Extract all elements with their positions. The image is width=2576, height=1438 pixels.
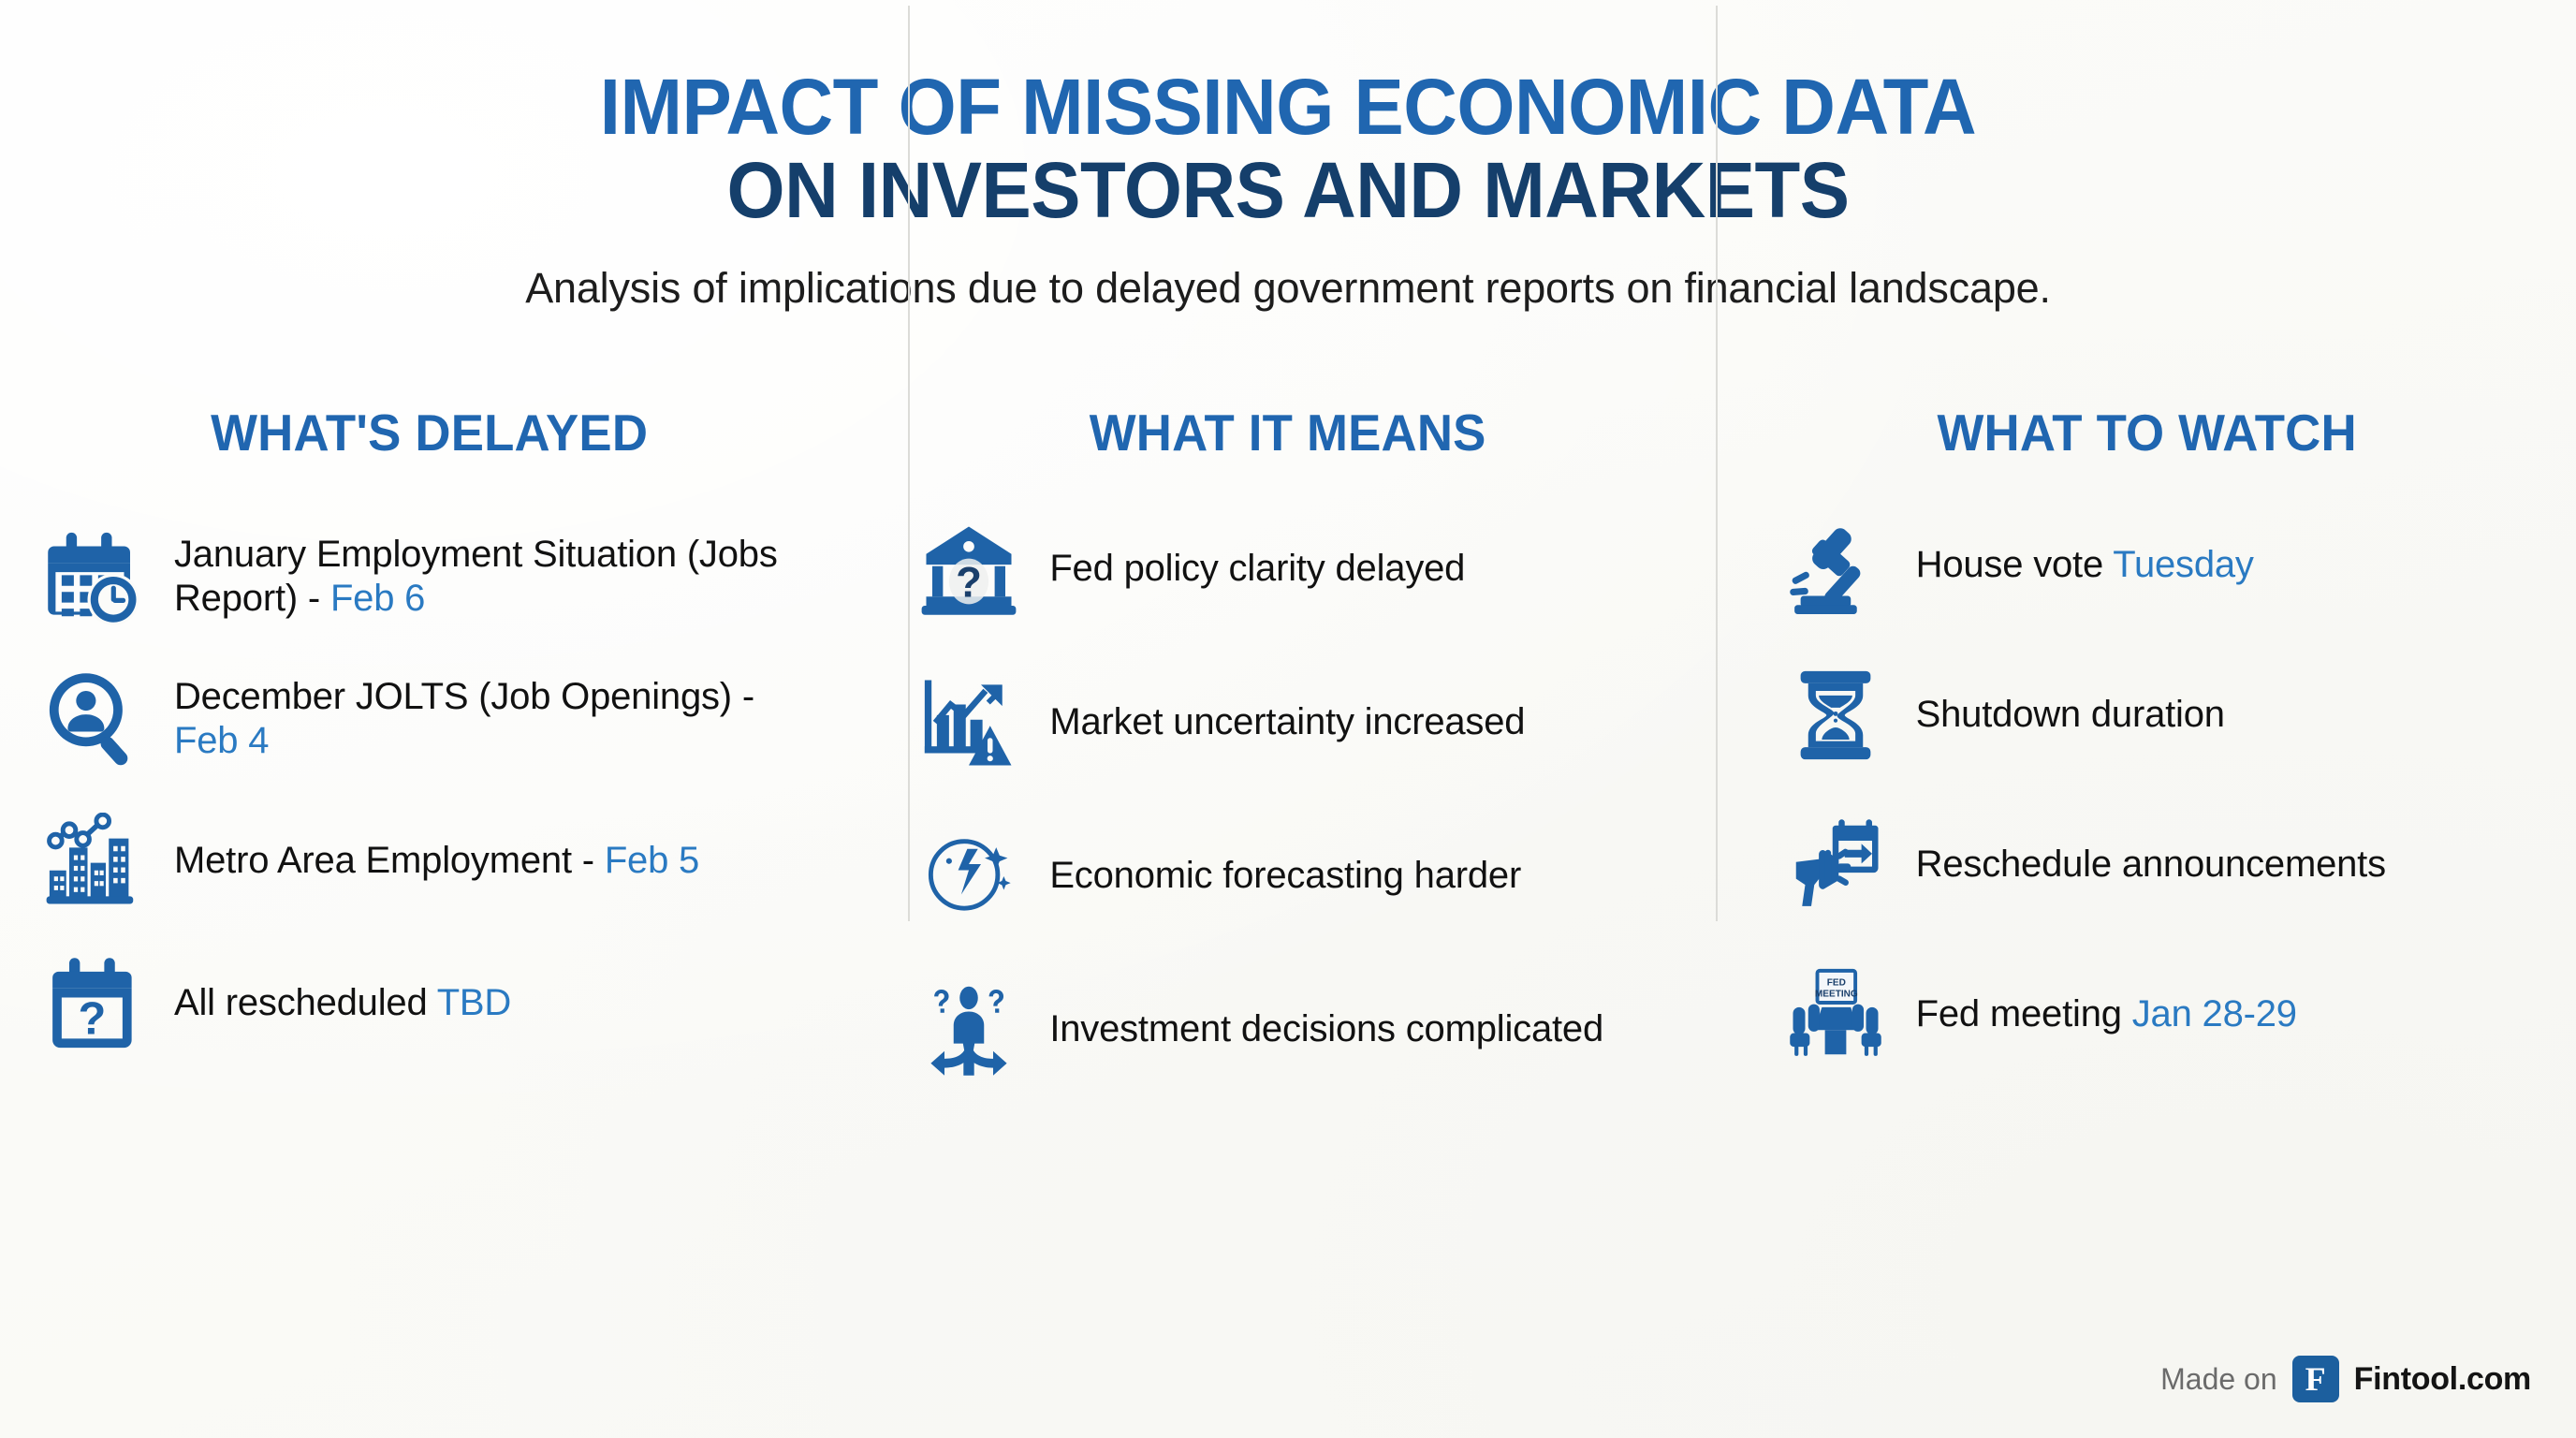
list-item-text: House vote	[1915, 544, 2114, 586]
list-item[interactable]: December JOLTS (Job Openings) - Feb 4	[45, 670, 813, 768]
made-on-label: Made on	[2160, 1361, 2277, 1396]
list-item-label: Investment decisions complicated	[1049, 1007, 1603, 1051]
list-item-highlight: Feb 5	[604, 840, 700, 882]
list-item-label: Reschedule announcements	[1916, 843, 2386, 887]
column-3-items: House vote Tuesday	[1787, 517, 2531, 1116]
list-item-highlight: Jan 28-29	[2131, 993, 2297, 1035]
list-item-label: House vote Tuesday	[1916, 543, 2254, 587]
calendar-clock-icon	[45, 528, 142, 625]
list-item-label: Fed policy clarity delayed	[1049, 547, 1465, 591]
bank-question-icon: ?	[920, 521, 1017, 618]
column-what-to-watch: WHAT TO WATCH	[1718, 403, 2576, 1329]
page-title-line-2: ON INVESTORS AND MARKETS	[726, 146, 1850, 235]
list-item-label: All rescheduled TBD	[174, 981, 511, 1025]
list-item-text: Market uncertainty increased	[1049, 701, 1526, 743]
conference-table-icon: FED MEETING	[1787, 966, 1884, 1064]
list-item-label: December JOLTS (Job Openings) - Feb 4	[174, 675, 792, 763]
list-item[interactable]: Metro Area Employment - Feb 5	[45, 813, 813, 910]
footer-branding: Made on F Fintool.com	[2160, 1356, 2531, 1402]
gavel-icon	[1787, 517, 1884, 614]
list-item[interactable]: Shutdown duration	[1787, 667, 2531, 764]
svg-text:?: ?	[956, 558, 982, 606]
list-item[interactable]: ? All rescheduled TBD	[45, 955, 813, 1052]
list-item-highlight: Tuesday	[2113, 544, 2254, 586]
list-item[interactable]: ? Fed policy clarity delayed	[920, 521, 1672, 618]
list-item-label: Shutdown duration	[1916, 693, 2225, 737]
megaphone-calendar-icon	[1787, 816, 1884, 914]
columns-container: WHAT'S DELAYED	[0, 403, 2576, 1329]
list-item-label: January Employment Situation (Jobs Repor…	[174, 533, 792, 621]
page-title-line-1: IMPACT OF MISSING ECONOMIC DATA	[599, 63, 1977, 151]
column-whats-delayed: WHAT'S DELAYED	[0, 403, 858, 1329]
column-what-it-means: WHAT IT MEANS ?	[858, 403, 1717, 1329]
column-divider-2	[1716, 6, 1718, 921]
whiteboard-label-line-1: FED	[1826, 977, 1845, 988]
list-item-text: Metro Area Employment -	[174, 840, 605, 882]
whiteboard-label-line-2: MEETING	[1815, 990, 1858, 1000]
list-item-text: Fed policy clarity delayed	[1049, 548, 1466, 590]
list-item[interactable]: Investment decisions complicated	[920, 981, 1672, 1078]
list-item[interactable]: January Employment Situation (Jobs Repor…	[45, 528, 813, 625]
list-item-text: Investment decisions complicated	[1049, 1008, 1603, 1050]
list-item[interactable]: Market uncertainty increased	[920, 674, 1672, 771]
list-item-label: Fed meeting Jan 28-29	[1916, 992, 2297, 1036]
list-item-highlight: TBD	[436, 982, 512, 1024]
column-header-what-to-watch: WHAT TO WATCH	[1937, 404, 2357, 462]
poster-header: IMPACT OF MISSING ECONOMIC DATA ON INVES…	[0, 0, 2576, 313]
hourglass-icon	[1787, 667, 1884, 764]
chart-warning-icon	[920, 674, 1017, 771]
list-item-highlight: Feb 4	[174, 720, 270, 761]
page-subtitle: Analysis of implications due to delayed …	[525, 264, 2051, 313]
list-item-label: Market uncertainty increased	[1049, 700, 1525, 744]
city-chart-icon	[45, 813, 142, 910]
magnifier-person-icon	[45, 670, 142, 768]
svg-text:?: ?	[78, 994, 106, 1045]
brand-name: Fintool.com	[2353, 1360, 2532, 1397]
column-header-what-it-means: WHAT IT MEANS	[1090, 404, 1486, 462]
column-divider-1	[908, 6, 910, 921]
fintool-logo-icon: F	[2291, 1356, 2339, 1402]
person-crossroads-icon	[920, 981, 1017, 1078]
list-item-text: Reschedule announcements	[1915, 844, 2386, 886]
list-item-text: Shutdown duration	[1915, 694, 2225, 736]
list-item-text: Fed meeting	[1915, 993, 2132, 1035]
column-1-items: January Employment Situation (Jobs Repor…	[45, 528, 813, 1097]
list-item[interactable]: House vote Tuesday	[1787, 517, 2531, 614]
list-item-text: All rescheduled	[174, 982, 437, 1024]
list-item-highlight: Feb 6	[329, 578, 426, 619]
column-header-whats-delayed: WHAT'S DELAYED	[211, 404, 649, 462]
crystal-ball-icon	[920, 828, 1017, 925]
list-item-label: Metro Area Employment - Feb 5	[174, 839, 699, 883]
list-item-text: December JOLTS (Job Openings) -	[174, 675, 754, 717]
list-item[interactable]: Reschedule announcements	[1787, 816, 2531, 914]
list-item-text: January Employment Situation (Jobs Repor…	[174, 533, 778, 619]
list-item[interactable]: FED MEETING	[1787, 966, 2531, 1064]
column-2-items: ? Fed policy clarity delayed	[920, 521, 1672, 1135]
list-item-label: Economic forecasting harder	[1049, 854, 1521, 898]
calendar-question-icon: ?	[45, 955, 142, 1052]
list-item[interactable]: Economic forecasting harder	[920, 828, 1672, 925]
list-item-text: Economic forecasting harder	[1049, 855, 1522, 897]
